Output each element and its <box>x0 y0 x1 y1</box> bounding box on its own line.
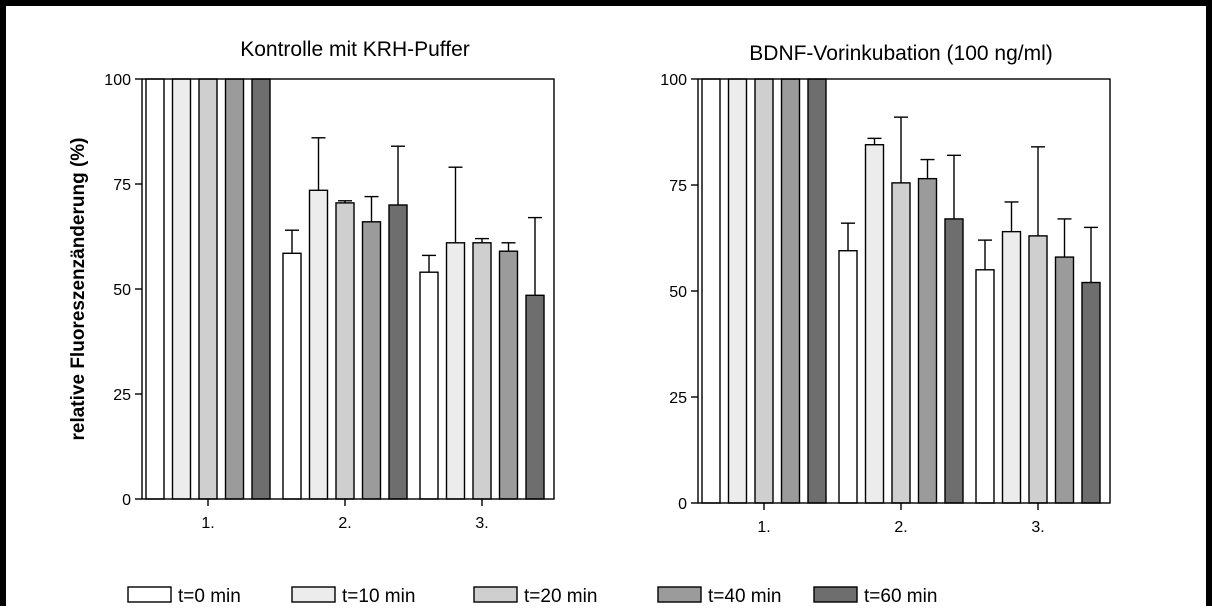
bar-0-0 <box>145 78 165 500</box>
bar-2-1 <box>1001 230 1022 504</box>
x-tick-label: 3. <box>1031 519 1044 536</box>
legend-label: t=60 min <box>864 586 937 607</box>
bar-2-3 <box>1054 256 1075 504</box>
chart-panel-2: BDNF-Vorinkubation (100 ng/ml) 0 25 50 75 100… <box>660 42 1111 536</box>
y-tick-label: 50 <box>669 284 687 301</box>
bar-0-3 <box>224 78 245 500</box>
bar-1-4 <box>388 204 408 500</box>
bar-0-4 <box>807 78 827 504</box>
bar-2-0 <box>419 271 439 500</box>
y-tick-label: 25 <box>669 390 687 407</box>
legend: t=0 min t=10 min t=20 min t=40 min t=60 min <box>127 586 937 607</box>
bar-0-0 <box>701 78 721 504</box>
legend-swatch <box>657 586 702 603</box>
bar-1-3 <box>361 221 382 500</box>
bar-1-0 <box>838 250 858 504</box>
legend-swatch <box>291 586 336 603</box>
bar-1-4 <box>944 218 964 504</box>
chart-panel-1: Kontrolle mit KRH-Puffer relative Fluores… <box>68 38 555 532</box>
bar-2-1 <box>445 242 466 500</box>
bar-0-1 <box>171 78 192 500</box>
y-tick-label: 75 <box>113 177 131 194</box>
bar-2-4 <box>1081 281 1101 504</box>
legend-swatch <box>813 586 858 603</box>
bar-2-3 <box>498 250 519 500</box>
y-tick-label: 75 <box>669 178 687 195</box>
y-tick-label: 25 <box>113 387 131 404</box>
bar-2-0 <box>975 269 995 504</box>
x-tick-label: 2. <box>338 515 351 532</box>
chart-title: Kontrolle mit KRH-Puffer <box>240 38 470 61</box>
y-tick-label: 100 <box>660 72 687 89</box>
legend-item: t=10 min <box>291 586 415 607</box>
x-tick-label: 3. <box>475 515 488 532</box>
legend-label: t=40 min <box>708 586 781 607</box>
bar-2-4 <box>525 294 545 500</box>
bar-1-2 <box>335 202 355 500</box>
bar-0-2 <box>754 78 774 504</box>
y-tick-label: 50 <box>113 282 131 299</box>
legend-label: t=0 min <box>178 586 241 607</box>
y-tick-label: 100 <box>104 72 131 89</box>
y-axis-label: relative Fluoreszenzänderung (%) <box>68 137 89 440</box>
bar-1-2 <box>891 182 911 504</box>
x-tick-label: 1. <box>757 519 770 536</box>
bar-1-1 <box>308 189 329 500</box>
bar-1-0 <box>282 252 302 500</box>
legend-item: t=0 min <box>127 586 241 607</box>
legend-label: t=10 min <box>342 586 415 607</box>
bar-1-3 <box>917 177 938 504</box>
bar-1-1 <box>864 144 885 504</box>
chart-title: BDNF-Vorinkubation (100 ng/ml) <box>749 42 1052 65</box>
bar-2-2 <box>472 242 492 500</box>
legend-label: t=20 min <box>524 586 597 607</box>
x-tick-label: 1. <box>201 515 214 532</box>
bar-0-2 <box>198 78 218 500</box>
bar-0-4 <box>251 78 271 500</box>
legend-item: t=40 min <box>657 586 781 607</box>
legend-swatch <box>127 586 172 603</box>
bar-2-2 <box>1028 235 1048 504</box>
bar-0-1 <box>727 78 748 504</box>
legend-item: t=60 min <box>813 586 937 607</box>
legend-item: t=20 min <box>473 586 597 607</box>
y-tick-label: 0 <box>122 492 131 509</box>
x-tick-label: 2. <box>894 519 907 536</box>
legend-swatch <box>473 586 518 603</box>
chart-canvas: Kontrolle mit KRH-Puffer relative Fluores… <box>68 38 1111 607</box>
y-tick-label: 0 <box>678 496 687 513</box>
bar-0-3 <box>780 78 801 504</box>
